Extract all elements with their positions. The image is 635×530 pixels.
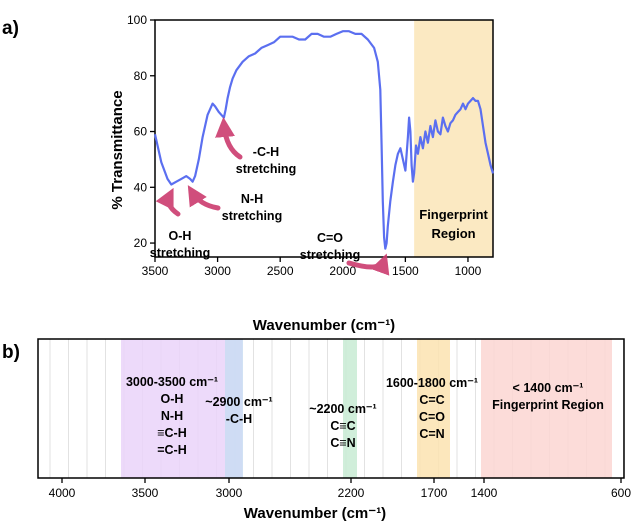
x-tick-label: 3000 [204,264,231,278]
fingerprint-label: Fingerprint [419,207,488,222]
region-band [481,339,612,478]
region-label: N-H [161,409,183,423]
panel-b-chart: 3000-3500 cm⁻¹ O-H N-H ≡C-H =C-H ~2900 cm⁻¹ -C… [37,338,631,500]
region-label: C≡N [330,436,355,450]
x-tick-label: 2500 [267,264,294,278]
y-tick-label: 20 [134,236,148,250]
y-tick-label: 80 [134,69,148,83]
annotation-label: stretching [222,209,282,223]
region-label: =C-H [157,443,187,457]
x-tick-label: 1700 [421,486,448,500]
annotation-arrow [215,117,243,160]
spectrum-line [153,30,495,250]
y-tick-label: 40 [134,180,148,194]
annotation-arrow [155,187,181,217]
x-tick-label: 1500 [392,264,419,278]
panel-a-chart: 3500 3000 2500 2000 1500 1000 20 40 60 80 100 Finge… [127,13,495,278]
region-label: 3000-3500 cm⁻¹ [126,375,218,389]
y-tick-label: 60 [134,125,148,139]
region-label: ~2200 cm⁻¹ [309,402,376,416]
panel-b-label: b) [2,342,20,363]
x-tick-label: 600 [611,486,631,500]
panel-a-label: a) [2,18,19,39]
region-label: C≡C [330,419,355,433]
region-label: C=C [419,393,444,407]
region-label: -C-H [226,412,252,426]
region-band [225,339,243,478]
region-band [121,339,242,478]
panel-b-frame [37,338,625,479]
region-label: C=O [419,410,445,424]
x-tick-label: 2200 [338,486,365,500]
panel-a-ylabel: % Transmittance [109,90,126,209]
region-label: Fingerprint Region [492,398,604,412]
annotation-label: stretching [236,162,296,176]
region-label: ≡C-H [157,426,187,440]
fingerprint-label: Region [432,226,476,241]
region-label: ~2900 cm⁻¹ [205,395,272,409]
x-tick-label: 3500 [142,264,169,278]
region-label: O-H [161,392,184,406]
x-tick-label: 1400 [471,486,498,500]
x-tick-label: 4000 [49,486,76,500]
annotation-arrow [187,185,221,211]
y-tick-label: 100 [127,13,147,27]
annotation-label: N-H [241,192,263,206]
region-band [417,339,450,478]
annotation-label: C=O [317,231,343,245]
panel-a-xlabel: Wavenumber (cm⁻¹) [253,317,395,334]
annotation-label: O-H [169,229,192,243]
region-label: 1600-1800 cm⁻¹ [386,376,478,390]
x-tick-label: 3500 [132,486,159,500]
annotation-label: stretching [150,246,210,260]
annotation-label: stretching [300,248,360,262]
x-tick-label: 2000 [329,264,356,278]
annotation-label: -C-H [253,145,279,159]
region-label: C=N [419,427,444,441]
x-tick-label: 1000 [455,264,482,278]
region-band [343,339,357,478]
x-tick-label: 3000 [216,486,243,500]
panel-b-xlabel: Wavenumber (cm⁻¹) [244,505,386,522]
region-label: < 1400 cm⁻¹ [513,381,584,395]
annotation-arrow [346,253,390,276]
